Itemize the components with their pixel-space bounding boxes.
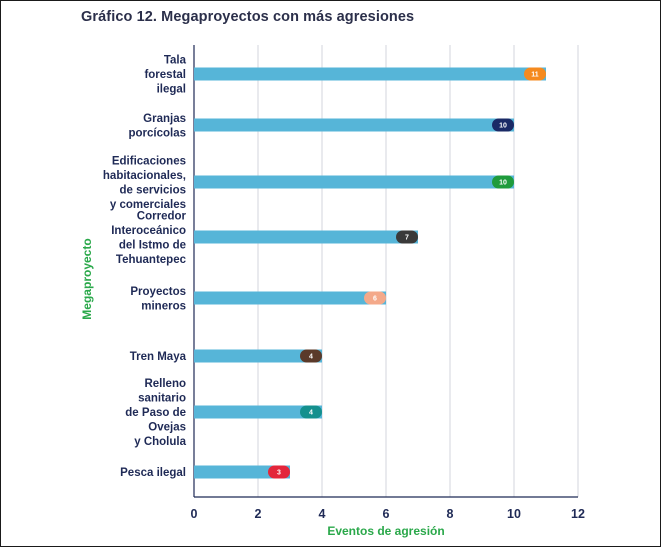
- category-label: habitacionales,: [103, 170, 186, 182]
- value-badge: [300, 405, 322, 419]
- chart-title: Gráfico 12. Megaproyectos con más agresi…: [81, 9, 415, 25]
- category-label: Proyectos: [130, 286, 186, 298]
- x-tick-label: 2: [255, 507, 262, 521]
- bar: [194, 67, 546, 81]
- value-badge: [492, 175, 514, 189]
- category-label: de servicios: [120, 184, 186, 196]
- category-label: Edificaciones: [112, 155, 186, 167]
- data-label: 6: [373, 296, 377, 303]
- data-label: 3: [277, 470, 281, 477]
- category-label: Interoceánico: [111, 225, 186, 237]
- category-label: porcícolas: [128, 127, 186, 139]
- category-label: ilegal: [157, 84, 186, 96]
- value-badge: [492, 118, 514, 132]
- category-label: Ovejas: [148, 422, 186, 434]
- category-label: y comerciales: [110, 199, 186, 211]
- value-badge: [396, 230, 418, 244]
- value-badge: [364, 291, 386, 305]
- data-label: 4: [309, 354, 313, 361]
- x-tick-label: 10: [507, 507, 521, 521]
- bar: [194, 230, 418, 244]
- bar: [194, 349, 322, 363]
- y-axis-title: Megaproyecto: [80, 238, 94, 319]
- bar: [194, 118, 514, 132]
- x-tick-label: 4: [319, 507, 326, 521]
- category-label: sanitario: [138, 393, 186, 405]
- category-label: Granjas: [143, 113, 186, 125]
- data-label: 7: [405, 235, 409, 242]
- category-label: y Cholula: [134, 436, 186, 448]
- category-label: del Istmo de: [119, 239, 186, 251]
- bar: [194, 291, 386, 305]
- category-label: Relleno: [144, 378, 186, 390]
- category-label: forestal: [144, 69, 186, 81]
- value-badge: [524, 67, 546, 81]
- x-tick-label: 0: [191, 507, 198, 521]
- category-label: Tren Maya: [130, 351, 187, 363]
- category-label: Pesca ilegal: [120, 467, 186, 479]
- bar: [194, 405, 322, 419]
- data-label: 11: [531, 72, 539, 79]
- x-tick-label: 12: [571, 507, 585, 521]
- x-axis-title: Eventos de agresión: [327, 524, 444, 538]
- bar: [194, 175, 514, 189]
- category-label: Tehuantepec: [116, 254, 187, 266]
- data-label: 4: [309, 410, 313, 417]
- data-label: 10: [499, 123, 507, 130]
- category-label: Corredor: [137, 210, 187, 222]
- value-badge: [300, 349, 322, 363]
- category-label: mineros: [141, 300, 186, 312]
- x-tick-label: 6: [383, 507, 390, 521]
- bar: [194, 465, 290, 479]
- data-label: 10: [499, 180, 507, 187]
- category-label: Tala: [164, 55, 187, 67]
- value-badge: [268, 465, 290, 479]
- x-tick-label: 8: [447, 507, 454, 521]
- category-label: de Paso de: [125, 407, 186, 419]
